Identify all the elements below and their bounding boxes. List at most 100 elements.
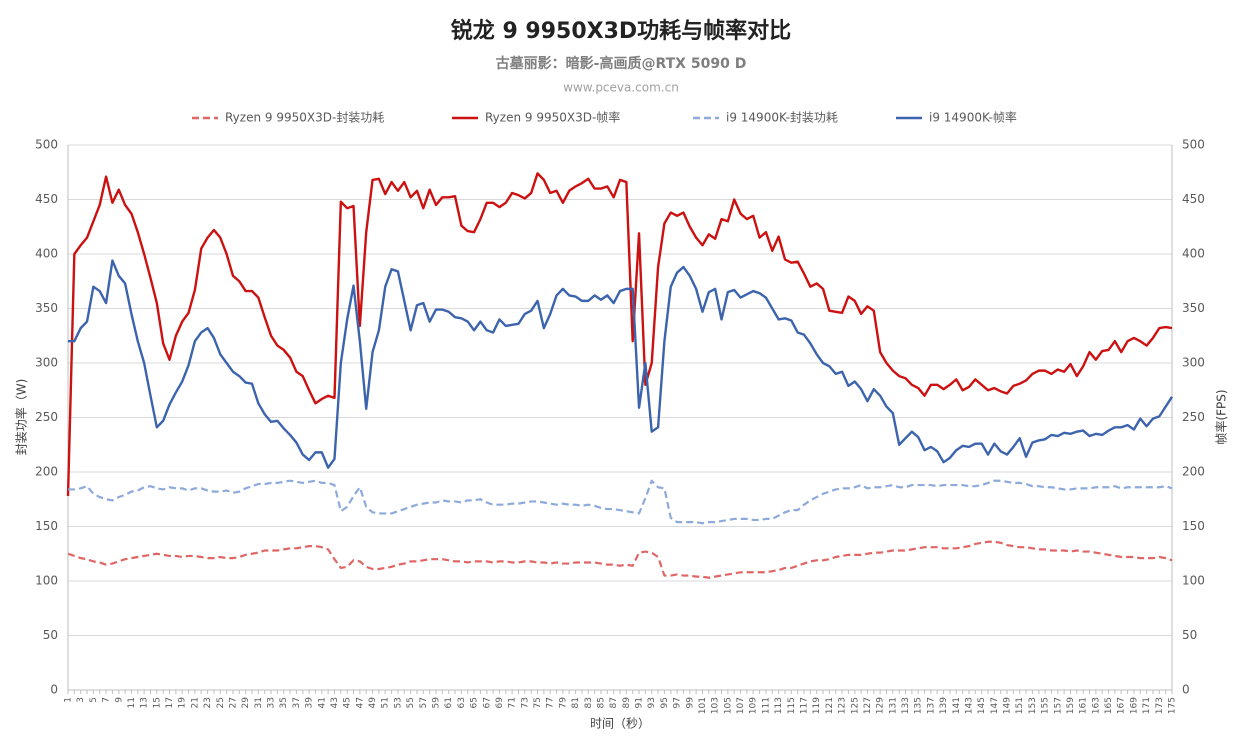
y-tick-label: 500 [35, 138, 58, 152]
y2-tick-label: 450 [1182, 192, 1205, 206]
x-tick-label: 59 [432, 697, 442, 709]
y-tick-label: 400 [35, 247, 58, 261]
x-tick-label: 93 [647, 697, 657, 708]
x-tick-label: 19 [178, 697, 188, 709]
x-tick-label: 29 [241, 697, 251, 709]
x-tick-label: 143 [964, 697, 974, 714]
series-line [68, 479, 1173, 525]
legend-label: i9 14900K-封装功耗 [726, 111, 838, 125]
x-tick-label: 37 [292, 697, 302, 708]
chart-title: 锐龙 9 9950X3D功耗与帧率对比 [451, 18, 791, 44]
y2-tick-label: 150 [1182, 519, 1205, 533]
x-tick-label: 109 [749, 697, 759, 714]
y2-tick-label: 200 [1182, 465, 1205, 479]
y-axis-label: 封装功率（W) [14, 379, 29, 456]
x-tick-label: 137 [926, 697, 936, 714]
x-tick-label: 31 [254, 697, 264, 708]
x-tick-label: 151 [1015, 697, 1025, 714]
series-line [66, 172, 1173, 497]
x-tick-label: 79 [558, 697, 568, 709]
x-tick-label: 167 [1117, 697, 1127, 714]
x-tick-label: 107 [736, 697, 746, 714]
x-tick-label: 57 [419, 697, 429, 708]
x-tick-label: 35 [279, 697, 289, 708]
legend-label: Ryzen 9 9950X3D-帧率 [485, 110, 620, 125]
series-line [67, 540, 1173, 579]
y2-tick-label: 400 [1182, 247, 1205, 261]
x-tick-label: 83 [584, 697, 594, 708]
x-tick-label: 159 [1066, 697, 1076, 714]
x-tick-label: 5 [89, 697, 99, 703]
x-tick-label: 73 [520, 697, 530, 708]
x-tick-label: 55 [406, 697, 416, 708]
x-tick-label: 169 [1129, 697, 1139, 714]
x-tick-label: 23 [203, 697, 213, 708]
x-tick-label: 7 [102, 697, 112, 703]
x-tick-label: 115 [787, 697, 797, 714]
y2-tick-label: 300 [1182, 356, 1205, 370]
y2-tick-label: 500 [1182, 138, 1205, 152]
y2-tick-label: 0 [1182, 683, 1190, 697]
y-tick-label: 200 [35, 465, 58, 479]
x-tick-label: 41 [317, 697, 327, 708]
x-tick-label: 15 [152, 697, 162, 708]
x-tick-label: 127 [863, 697, 873, 714]
x-tick-label: 119 [812, 697, 822, 714]
x-tick-label: 131 [888, 697, 898, 714]
x-tick-label: 25 [216, 697, 226, 708]
y-tick-label: 150 [35, 519, 58, 533]
x-tick-label: 173 [1155, 697, 1165, 714]
x-tick-label: 141 [952, 697, 962, 714]
x-tick-label: 3 [76, 697, 86, 703]
x-tick-label: 71 [508, 697, 518, 708]
x-tick-label: 87 [609, 697, 619, 708]
x-tick-label: 135 [914, 697, 924, 714]
x-tick-label: 157 [1053, 697, 1063, 714]
x-tick-label: 139 [939, 697, 949, 714]
x-tick-label: 153 [1028, 697, 1038, 714]
x-tick-label: 27 [228, 697, 238, 708]
x-tick-label: 97 [673, 697, 683, 708]
x-tick-label: 91 [635, 697, 645, 708]
x-tick-label: 95 [660, 697, 670, 708]
x-tick-label: 13 [140, 697, 150, 708]
x-tick-label: 165 [1104, 697, 1114, 714]
chart-source: www.pceva.com.cn [563, 81, 679, 95]
x-tick-label: 53 [393, 697, 403, 708]
x-tick-label: 121 [825, 697, 835, 714]
y2-tick-label: 350 [1182, 301, 1205, 315]
x-tick-label: 103 [711, 697, 721, 714]
x-tick-label: 105 [723, 697, 733, 714]
x-tick-label: 85 [596, 697, 606, 708]
x-tick-label: 129 [876, 697, 886, 714]
x-tick-label: 1 [64, 697, 74, 703]
y-tick-label: 350 [35, 301, 58, 315]
x-tick-label: 101 [698, 697, 708, 714]
x-tick-label: 11 [127, 697, 137, 708]
chart-subtitle: 古墓丽影：暗影-高画质@RTX 5090 D [496, 55, 747, 72]
x-tick-label: 145 [977, 697, 987, 714]
x-tick-label: 43 [330, 697, 340, 708]
x-tick-label: 69 [495, 697, 505, 709]
x-tick-label: 149 [1003, 697, 1013, 714]
y2-tick-label: 250 [1182, 410, 1205, 424]
x-tick-label: 111 [761, 697, 771, 714]
x-tick-label: 63 [457, 697, 467, 708]
x-tick-label: 89 [622, 697, 632, 709]
y-tick-label: 250 [35, 410, 58, 424]
x-tick-label: 65 [470, 697, 480, 708]
x-tick-label: 17 [165, 697, 175, 708]
x-tick-label: 9 [114, 697, 124, 703]
x-tick-label: 49 [368, 697, 378, 709]
x-tick-label: 99 [685, 697, 695, 709]
x-tick-label: 175 [1168, 697, 1178, 714]
x-tick-label: 21 [190, 697, 200, 708]
x-tick-label: 39 [305, 697, 315, 709]
x-tick-label: 45 [343, 697, 353, 708]
y2-axis-label: 帧率(FPS) [1214, 389, 1229, 444]
x-tick-label: 117 [800, 697, 810, 714]
y2-tick-label: 50 [1182, 628, 1197, 642]
series-line [68, 259, 1174, 469]
x-tick-label: 163 [1091, 697, 1101, 714]
